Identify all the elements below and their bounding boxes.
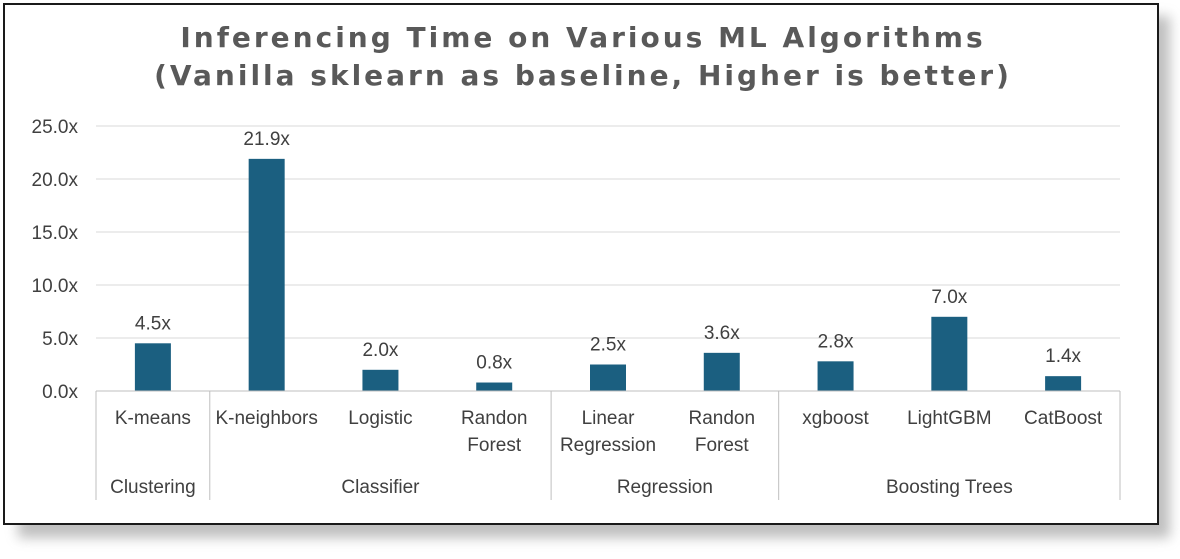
category-label: Linear (582, 408, 635, 429)
bar (1045, 376, 1082, 391)
category-label: xgboost (802, 408, 869, 429)
bars (134, 158, 1082, 391)
y-tick-label: 5.0x (42, 329, 78, 350)
category-label: LightGBM (907, 408, 991, 429)
bar (362, 369, 399, 391)
category-label: Forest (467, 435, 522, 456)
data-label: 21.9x (243, 129, 290, 150)
category-label: Randon (461, 408, 528, 429)
data-label: 2.0x (362, 340, 398, 361)
chart-frame: Inferencing Time on Various ML Algorithm… (3, 3, 1159, 525)
chart-title-line-2: (Vanilla sklearn as baseline, Higher is … (154, 59, 1012, 92)
x-axis (95, 390, 1121, 500)
group-label: Regression (617, 477, 713, 498)
y-tick-label: 10.0x (32, 276, 79, 297)
data-label: 1.4x (1045, 346, 1081, 367)
category-label: CatBoost (1024, 408, 1103, 429)
group-label: Boosting Trees (886, 477, 1013, 498)
bar (817, 361, 854, 391)
data-labels: 4.5x 21.9x 2.0x 0.8x 2.5x 3.6x 2.8x 7.0x 1.4x (135, 129, 1082, 374)
chart-title-line-1: Inferencing Time on Various ML Algorithm… (180, 21, 986, 54)
bar (931, 316, 968, 391)
data-label: 3.6x (704, 323, 740, 344)
data-label: 4.5x (135, 313, 171, 334)
data-label: 7.0x (931, 287, 967, 308)
data-label: 2.8x (818, 331, 854, 352)
category-label: Regression (560, 435, 656, 456)
category-label: K-means (115, 408, 191, 429)
y-tick-label: 20.0x (32, 170, 79, 191)
bar (248, 158, 285, 391)
data-label: 0.8x (476, 353, 512, 374)
chart-title: Inferencing Time on Various ML Algorithm… (5, 19, 1161, 95)
category-label: Forest (695, 435, 750, 456)
bar (703, 352, 740, 391)
bar (590, 364, 626, 391)
category-label: Randon (688, 408, 755, 429)
bar (476, 382, 513, 391)
group-labels: Clustering Classifier Regression Boosting T… (110, 477, 1013, 498)
group-label: Classifier (341, 477, 420, 498)
group-label: Clustering (110, 477, 196, 498)
y-tick-label: 15.0x (32, 223, 79, 244)
y-axis-ticks: 0.0x 5.0x 10.0x 15.0x 20.0x 25.0x (32, 117, 79, 403)
data-label: 2.5x (590, 335, 626, 356)
bar (134, 343, 171, 391)
y-tick-label: 0.0x (42, 382, 78, 403)
category-labels: K-means K-neighbors Logistic Randon Forest Li… (115, 408, 1103, 456)
y-tick-label: 25.0x (32, 117, 79, 138)
category-label: K-neighbors (215, 408, 317, 429)
category-label: Logistic (348, 408, 412, 429)
